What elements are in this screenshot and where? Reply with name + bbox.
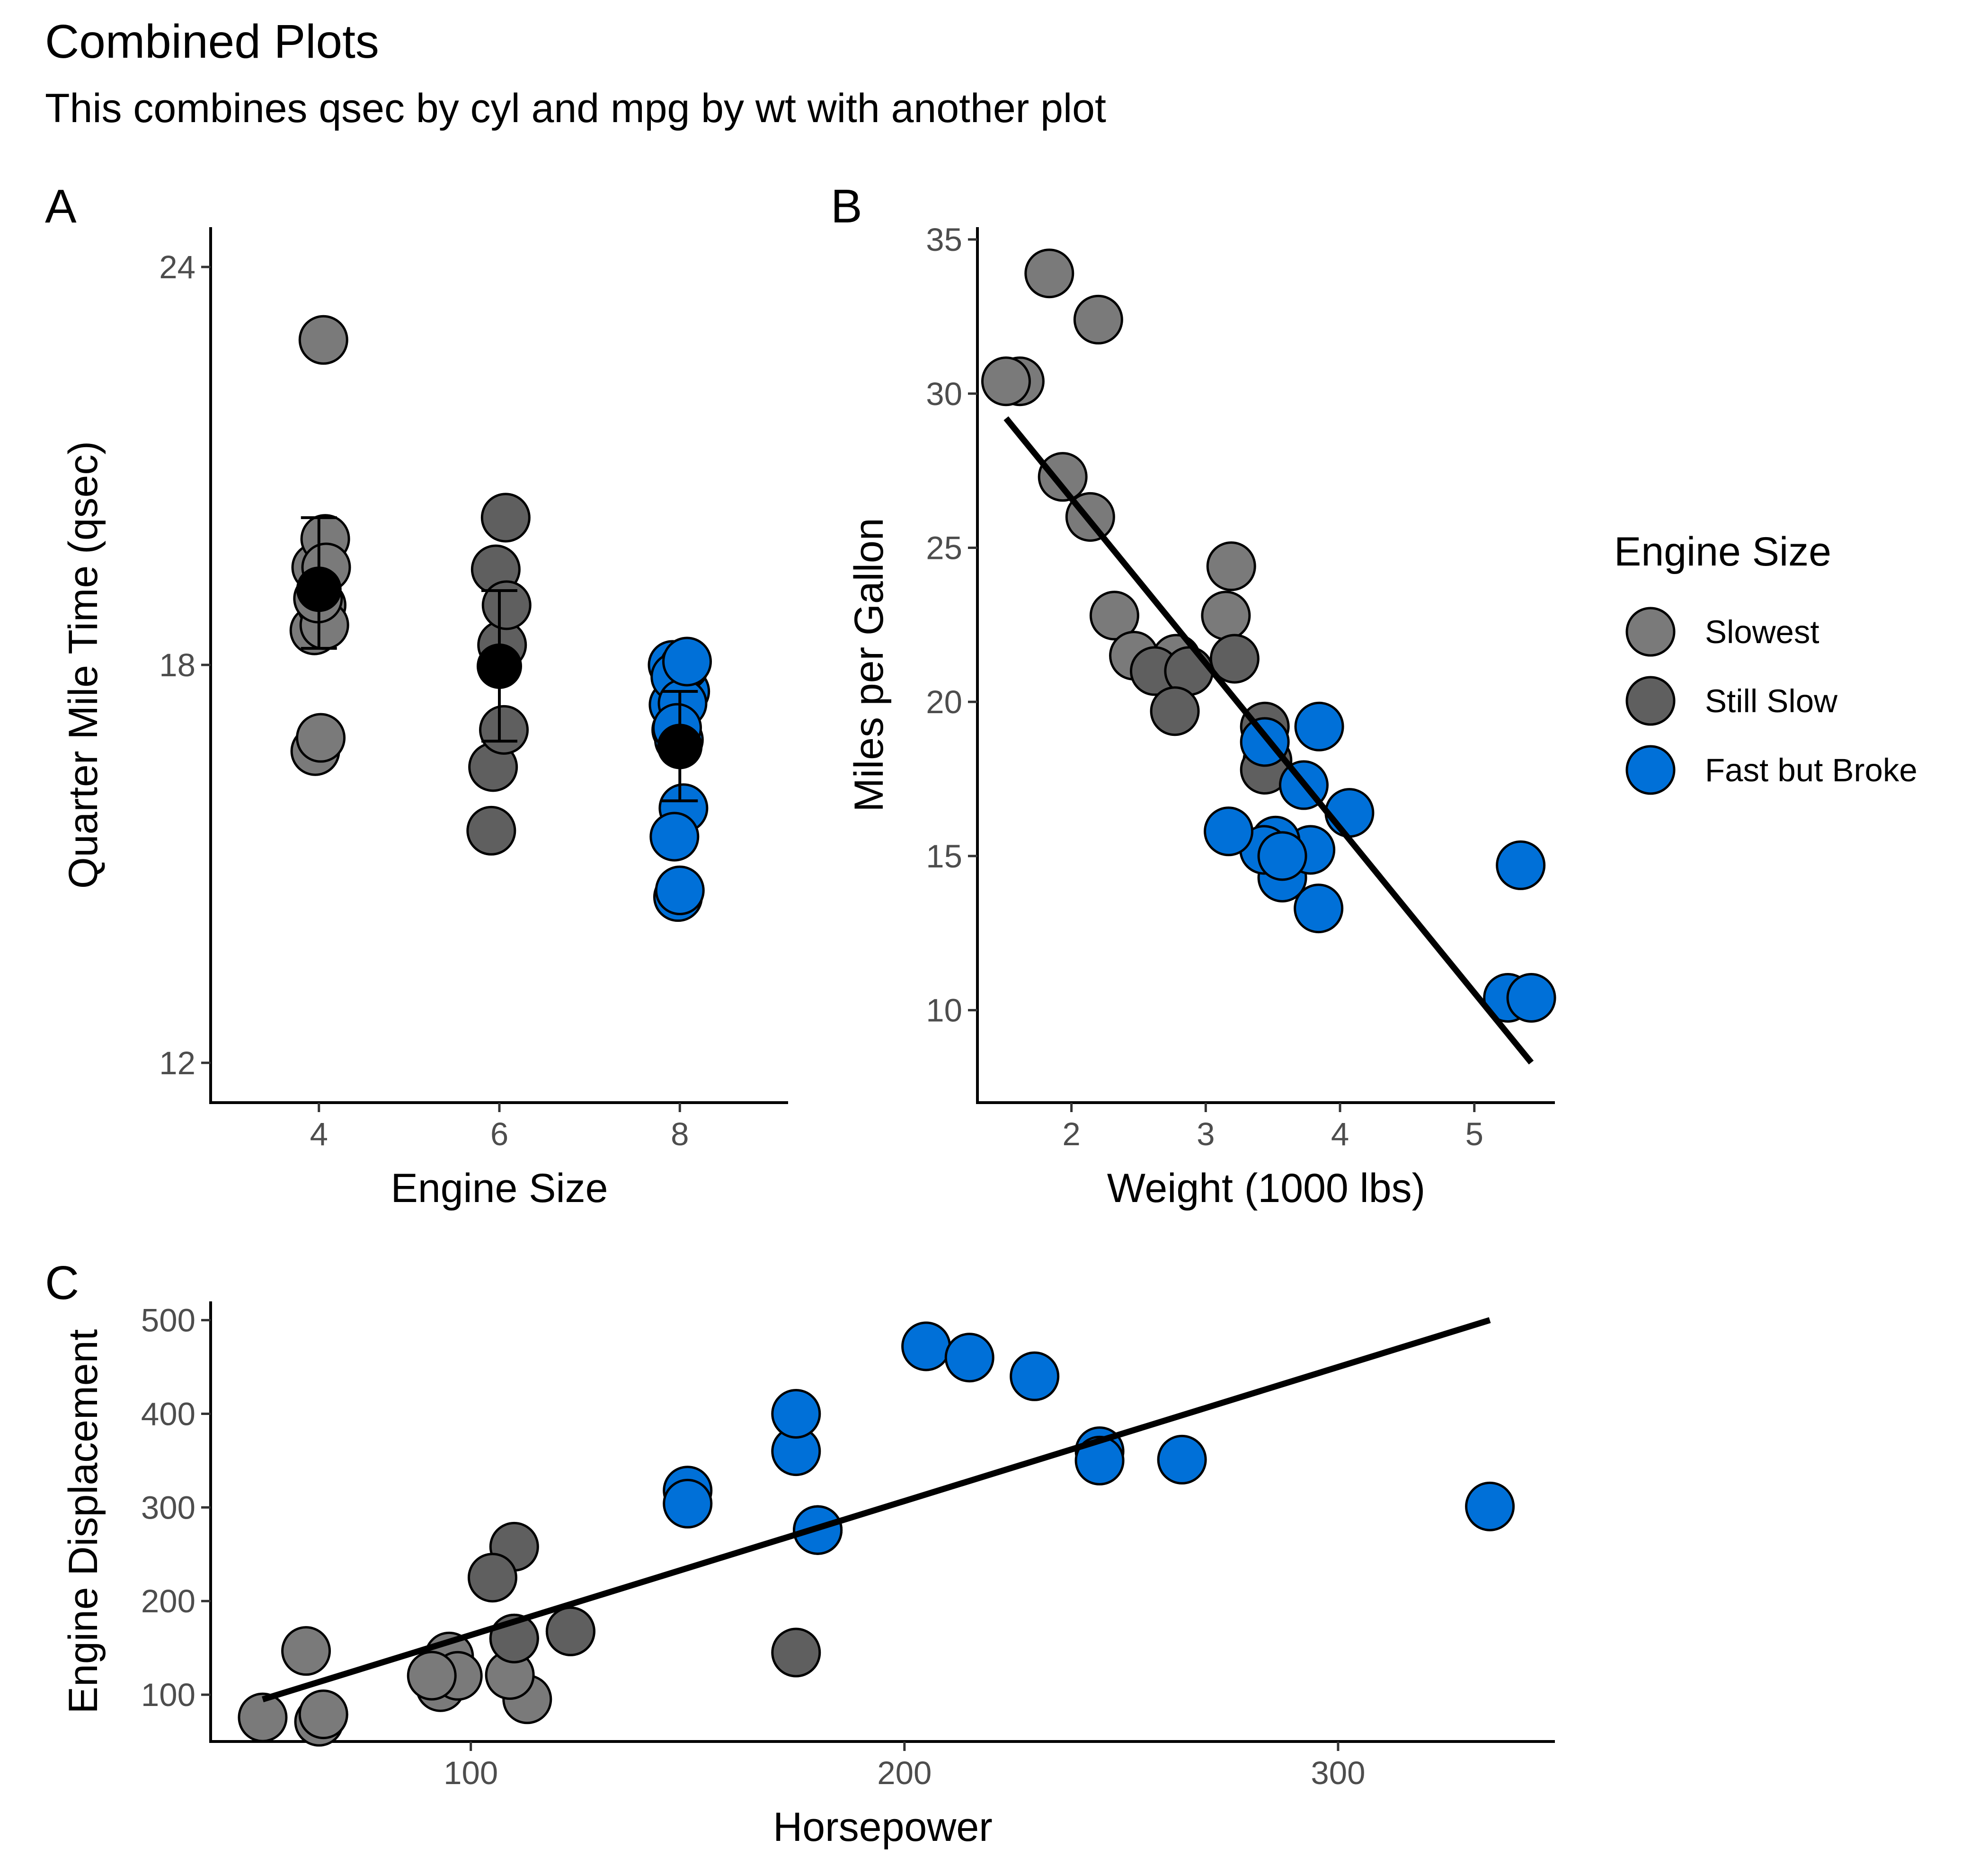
point-slowest: [296, 713, 346, 763]
panel-tag: C: [45, 1256, 79, 1309]
point-fast-but-broke: [649, 812, 700, 862]
panel-c: C 100 200 300 100 200 300 400 500 Horsepower Engin…: [45, 1256, 1555, 1850]
point-fast-but-broke: [1257, 831, 1307, 881]
y-tick-label: 25: [926, 530, 962, 566]
legend-title: Engine Size: [1614, 529, 1831, 575]
legend-label: Still Slow: [1705, 683, 1837, 719]
x-tick-label: 200: [877, 1755, 932, 1791]
point-slowest: [281, 1626, 331, 1676]
point-fast-but-broke: [1074, 1435, 1125, 1485]
point-still-slow: [467, 1553, 517, 1603]
x-tick-label: 100: [444, 1755, 498, 1791]
x-tick-label: 2: [1062, 1116, 1080, 1152]
legend-items: Slowest Still Slow Fast but Broke: [1625, 607, 1917, 795]
x-tick-label: 300: [1311, 1755, 1365, 1791]
legend-key: [1625, 745, 1676, 795]
y-tick-label: 200: [141, 1583, 195, 1619]
y-tick-label: 35: [926, 221, 962, 258]
regression-line: [262, 1317, 1491, 1703]
point-fast-but-broke: [655, 866, 705, 916]
point-still-slow: [481, 580, 532, 630]
panel-b: B 2 3 4 5 10 15 20 25 30 35 Weight (1000 lbs) Miles …: [831, 180, 1556, 1211]
point-fast-but-broke: [1294, 884, 1344, 934]
point-fast-but-broke: [771, 1388, 821, 1439]
point-fast-but-broke: [662, 636, 712, 687]
point-slowest: [1024, 248, 1074, 299]
y-axis-title: Engine Displacement: [61, 1329, 106, 1714]
point-slowest: [298, 1689, 348, 1740]
point-slowest: [1089, 591, 1139, 641]
point-slowest: [1206, 541, 1256, 592]
y-tick-label: 24: [159, 249, 195, 285]
y-tick-label: 10: [926, 992, 962, 1029]
point-fast-but-broke: [1465, 1481, 1515, 1531]
x-tick-label: 3: [1197, 1116, 1215, 1152]
panel-tag: A: [45, 180, 77, 233]
point-still-slow: [545, 1606, 595, 1656]
point-fast-but-broke: [1506, 973, 1556, 1023]
x-axis-title: Engine Size: [391, 1166, 608, 1211]
y-tick-label: 100: [141, 1677, 195, 1713]
point-fast-but-broke: [944, 1333, 994, 1383]
y-tick-label: 18: [159, 647, 195, 683]
x-tick-label: 8: [671, 1116, 689, 1152]
y-tick-label: 300: [141, 1489, 195, 1526]
x-axis-title: Weight (1000 lbs): [1107, 1166, 1425, 1211]
point-slowest: [981, 356, 1031, 407]
legend-label: Slowest: [1705, 614, 1819, 650]
point-still-slow: [480, 493, 531, 543]
x-tick-label: 5: [1465, 1116, 1483, 1152]
y-tick-label: 20: [926, 684, 962, 720]
y-tick-label: 12: [159, 1045, 195, 1081]
regression-line: [1003, 416, 1534, 1065]
point-slowest: [407, 1651, 457, 1701]
x-tick-label: 6: [490, 1116, 508, 1152]
y-tick-label: 500: [141, 1302, 195, 1339]
point-fast-but-broke: [1324, 788, 1375, 838]
point-fast-but-broke: [1204, 806, 1254, 857]
point-slowest: [298, 315, 348, 365]
point-fast-but-broke: [1294, 701, 1344, 751]
y-tick-label: 30: [926, 376, 962, 412]
point-still-slow: [1209, 634, 1260, 684]
point-slowest: [238, 1692, 288, 1742]
y-axis-title: Miles per Gallon: [846, 518, 892, 812]
x-axis-title: Horsepower: [773, 1804, 993, 1850]
point-fast-but-broke: [1010, 1351, 1060, 1401]
legend-key: [1625, 676, 1676, 726]
point-still-slow: [771, 1627, 821, 1678]
panel-a: A 4 6 8 12 18 24 Engine Size Quarter Mile Time (…: [45, 180, 788, 1211]
point-slowest: [1038, 452, 1088, 502]
legend: Engine Size Slowest Still Slow Fast but Br…: [1614, 529, 1917, 795]
point-fast-but-broke: [1157, 1434, 1207, 1485]
y-tick-label: 15: [926, 838, 962, 875]
figure-title: Combined Plots: [45, 15, 379, 68]
y-axis-title: Quarter Mile Time (qsec): [61, 441, 106, 889]
panel-tag: B: [831, 180, 862, 233]
point-fast-but-broke: [663, 1478, 713, 1529]
figure-subtitle: This combines qsec by cyl and mpg by wt …: [45, 86, 1106, 131]
y-tick-label: 400: [141, 1396, 195, 1432]
mean-point: [477, 643, 522, 689]
x-tick-label: 4: [310, 1116, 328, 1152]
point-fast-but-broke: [1496, 840, 1546, 890]
point-slowest: [1073, 294, 1123, 345]
legend-label: Fast but Broke: [1705, 752, 1917, 788]
point-slowest: [1201, 591, 1251, 641]
mean-point: [296, 566, 342, 612]
point-fast-but-broke: [901, 1321, 951, 1371]
point-still-slow: [479, 705, 529, 755]
legend-key: [1625, 607, 1676, 657]
point-still-slow: [466, 805, 516, 856]
x-tick-label: 4: [1331, 1116, 1349, 1152]
mean-point: [657, 724, 703, 769]
point-still-slow: [1150, 686, 1200, 736]
